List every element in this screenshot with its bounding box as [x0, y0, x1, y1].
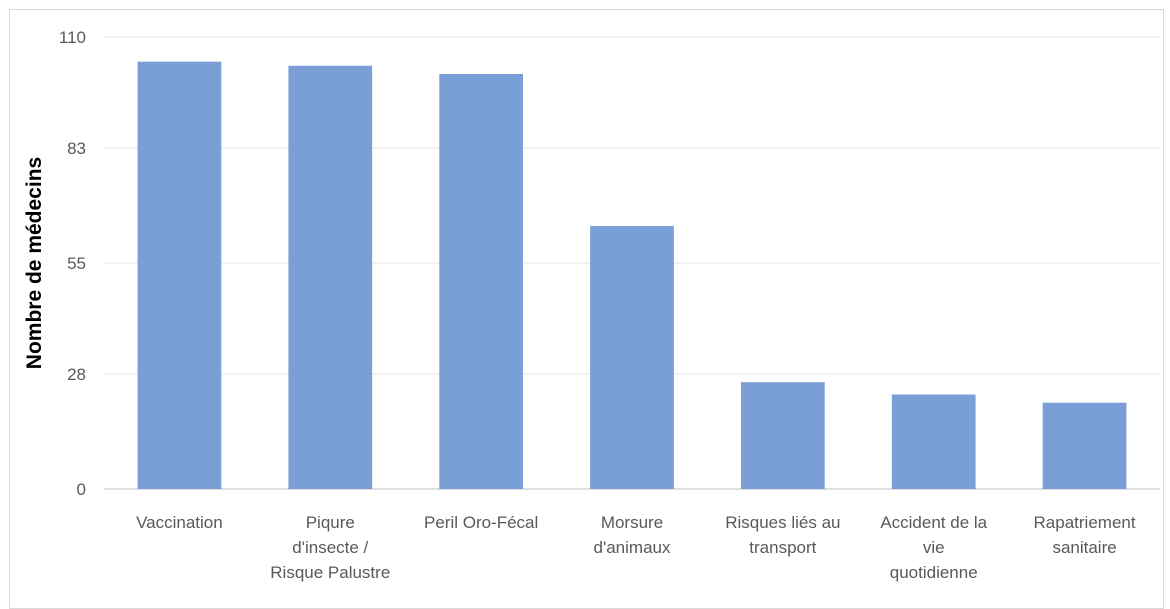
y-tick-label: 0 — [77, 480, 86, 499]
bar — [590, 226, 674, 489]
x-tick-label: Vaccination — [136, 513, 223, 532]
bar — [891, 394, 976, 489]
x-tick-label: Accident de la vie quotidienne — [880, 513, 987, 582]
bar — [1042, 402, 1127, 489]
x-tick-label: Piqure d'insecte / Risque Palustre — [270, 513, 390, 582]
y-tick-label: 28 — [67, 365, 86, 384]
x-tick-label: Peril Oro-Fécal — [424, 513, 538, 532]
y-tick-label: 110 — [59, 28, 86, 47]
bar-chart: 0 28 55 83 110 Vaccination Piqure d'insecte / Ri… — [23, 28, 1160, 582]
bar — [137, 61, 222, 490]
bar — [740, 382, 825, 489]
x-tick-label: Rapatriement sanitaire — [1034, 513, 1136, 557]
x-tick-label: Risques liés au transport — [725, 513, 840, 557]
y-tick-label: 55 — [67, 254, 86, 273]
x-tick-label: Morsure d'animaux — [594, 513, 671, 557]
bar — [439, 73, 524, 490]
y-axis-title: Nombre de médecins — [23, 157, 46, 369]
y-tick-label: 83 — [67, 139, 86, 158]
bar — [288, 65, 373, 489]
